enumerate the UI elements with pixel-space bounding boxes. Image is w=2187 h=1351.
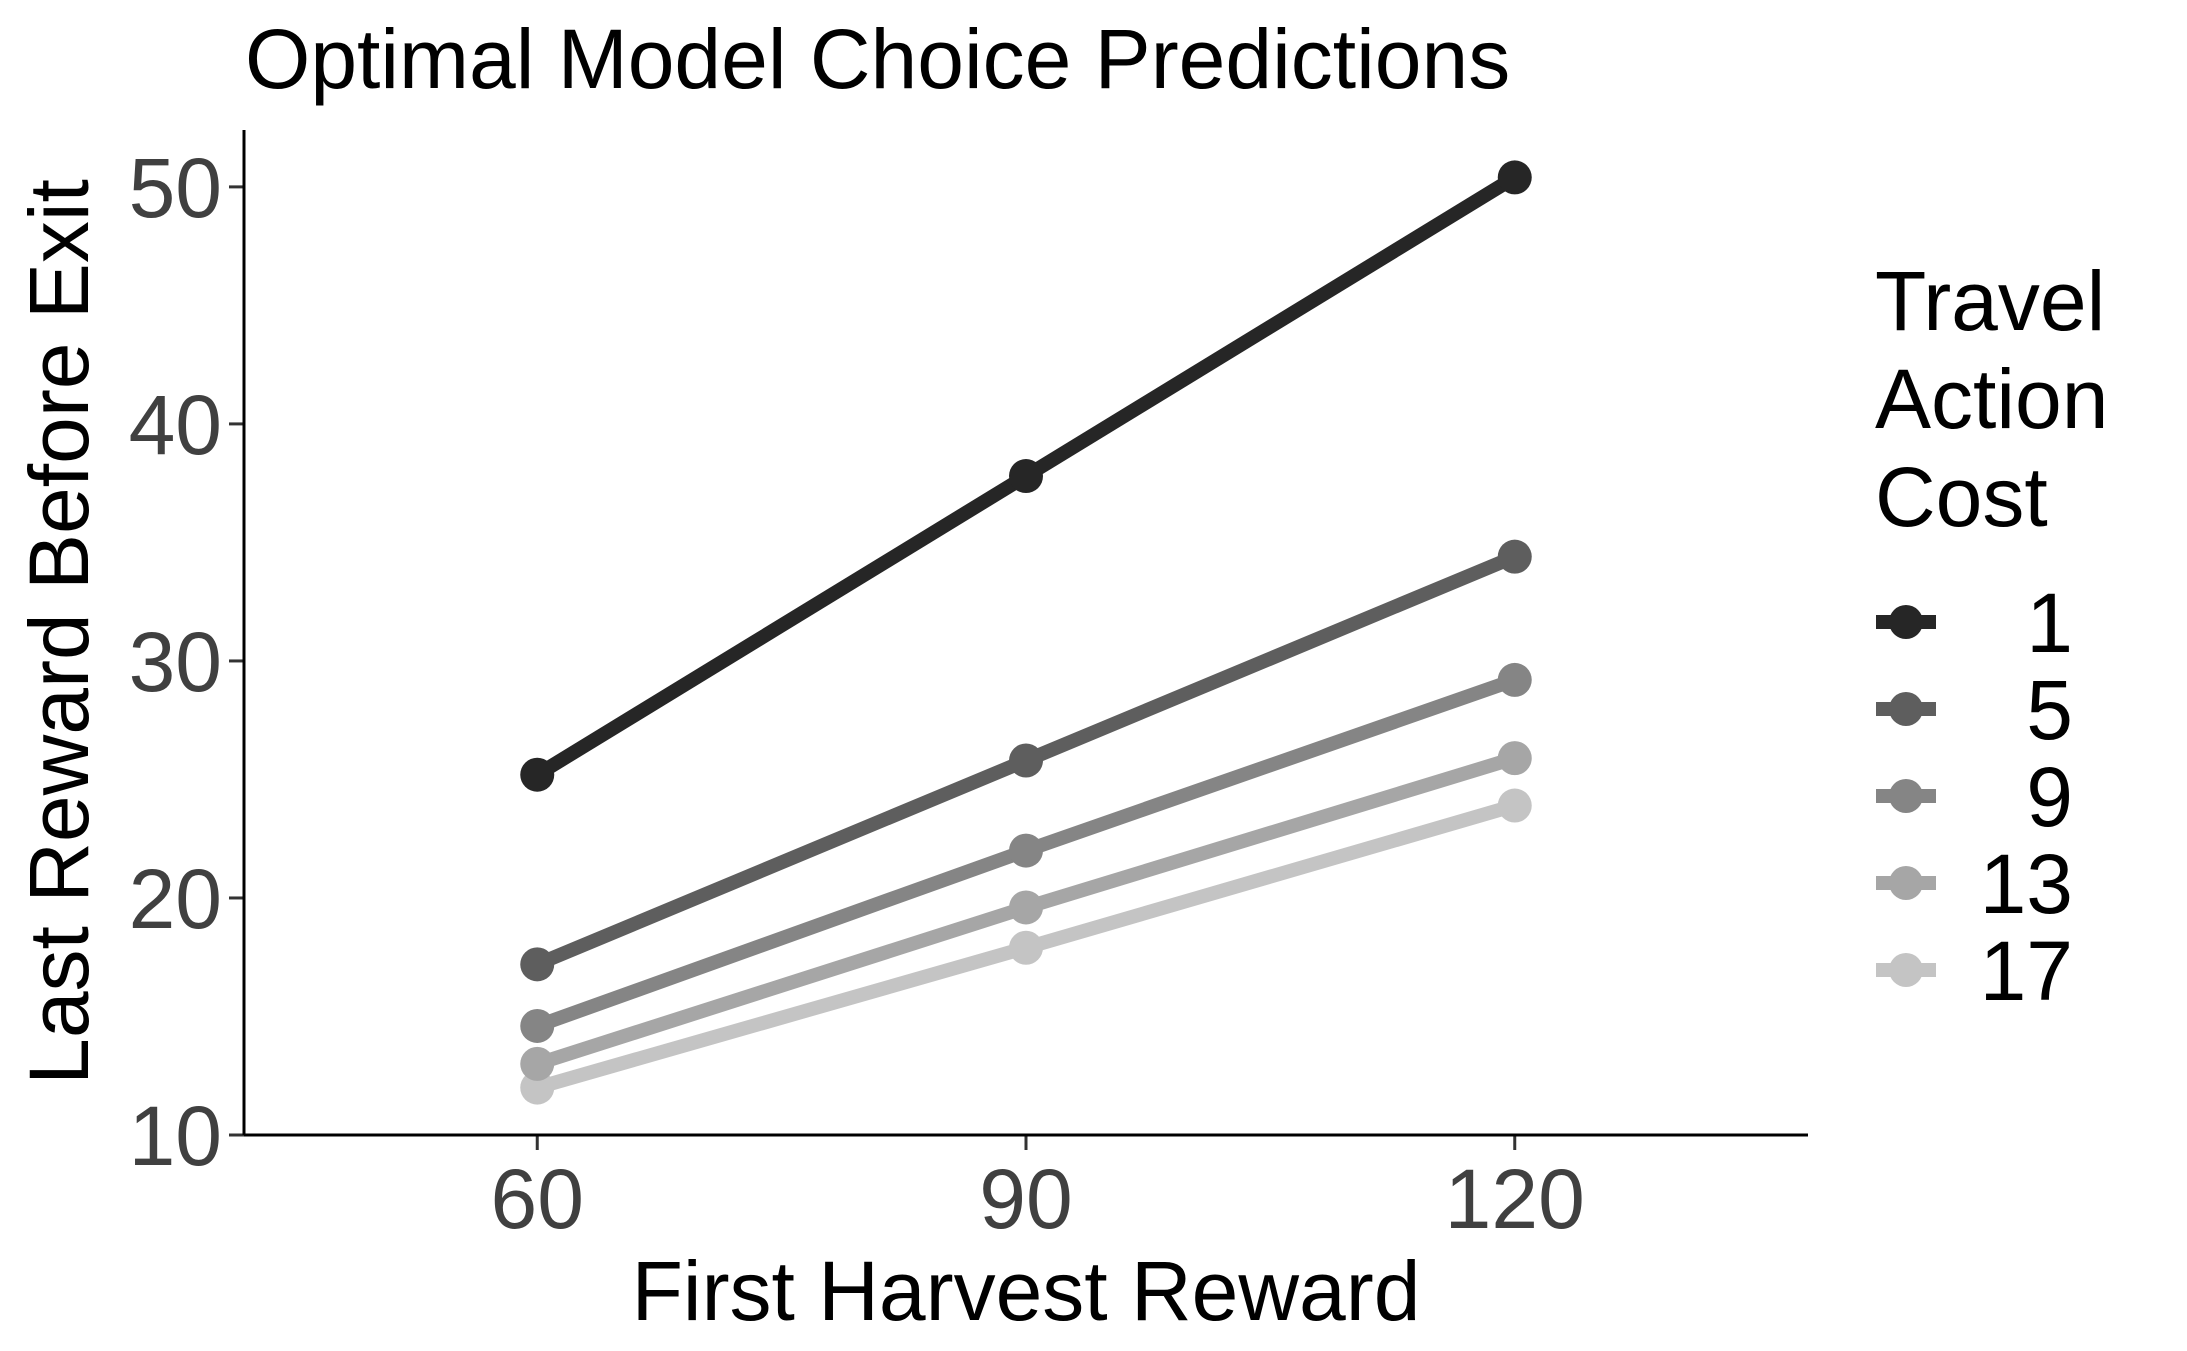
legend-label: 17 <box>1980 924 2073 1018</box>
chart-title: Optimal Model Choice Predictions <box>245 12 1510 106</box>
data-point-17-60 <box>520 1070 555 1105</box>
data-point-1-90 <box>1009 459 1043 494</box>
legend-item-13: 13 <box>1876 837 2073 931</box>
y-tick-label: 10 <box>129 1089 222 1183</box>
legend-key-point <box>1889 605 1923 639</box>
legend-key-point <box>1889 692 1923 726</box>
data-point-1-60 <box>520 757 555 792</box>
x-axis-title: First Harvest Reward <box>632 1244 1421 1338</box>
legend-label: 9 <box>2026 750 2073 844</box>
data-point-17-120 <box>1497 788 1532 823</box>
legend-title-line: Action <box>1875 352 2108 446</box>
legend-title-line: Travel <box>1875 254 2105 348</box>
data-point-9-120 <box>1497 662 1532 697</box>
series-layer <box>520 160 1532 1105</box>
y-tick-label: 20 <box>129 852 222 946</box>
data-point-9-60 <box>520 1008 555 1043</box>
legend-key-point <box>1889 779 1923 813</box>
x-tick-label: 60 <box>491 1152 584 1246</box>
data-point-5-60 <box>520 947 555 982</box>
legend-item-9: 9 <box>1876 750 2073 844</box>
data-point-17-90 <box>1009 930 1043 965</box>
legend-item-5: 5 <box>1876 663 2073 757</box>
data-point-5-120 <box>1497 539 1532 574</box>
legend-label: 1 <box>2026 576 2073 670</box>
data-point-9-90 <box>1009 833 1043 868</box>
data-point-5-90 <box>1009 743 1043 778</box>
legend-item-1: 1 <box>1876 576 2073 670</box>
x-tick-label: 120 <box>1445 1152 1585 1246</box>
x-axis-ticks: 60 90 120 <box>491 1135 1585 1246</box>
data-point-1-120 <box>1497 160 1532 195</box>
legend-key-point <box>1889 953 1923 987</box>
legend-title-line: Cost <box>1875 450 2048 544</box>
y-axis-ticks: 10 20 30 40 50 <box>129 141 244 1183</box>
data-point-13-90 <box>1009 890 1043 925</box>
y-tick-label: 40 <box>129 378 222 472</box>
legend-label: 13 <box>1980 837 2073 931</box>
y-tick-label: 30 <box>129 615 222 709</box>
data-point-13-60 <box>520 1046 555 1081</box>
legend-item-17: 17 <box>1876 924 2073 1018</box>
x-tick-label: 90 <box>979 1152 1072 1246</box>
legend-label: 5 <box>2026 663 2073 757</box>
y-tick-label: 50 <box>129 141 222 235</box>
data-point-13-120 <box>1497 741 1532 776</box>
legend-key-point <box>1889 866 1923 900</box>
y-axis-title: Last Reward Before Exit <box>12 179 106 1085</box>
